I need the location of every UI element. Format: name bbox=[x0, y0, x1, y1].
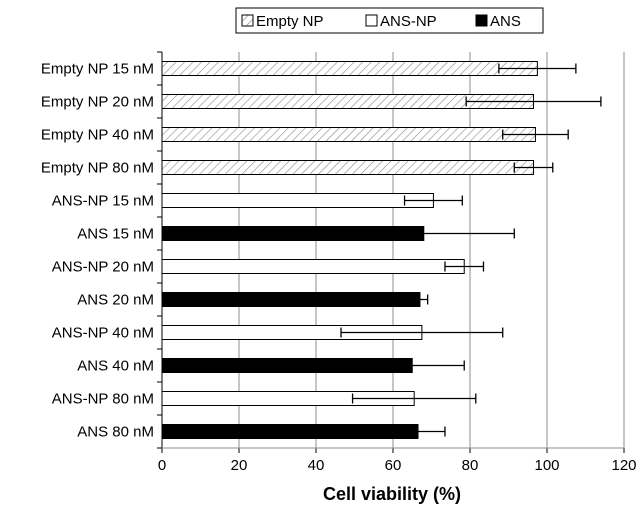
x-tick-label: 80 bbox=[462, 457, 479, 474]
x-tick-label: 40 bbox=[308, 457, 325, 474]
bar bbox=[161, 424, 419, 439]
legend-label: ANS-NP bbox=[380, 13, 437, 30]
category-label: Empty NP 80 nM bbox=[41, 160, 154, 177]
legend: Empty NP ANS-NP ANS bbox=[235, 7, 544, 34]
axes bbox=[157, 51, 625, 453]
legend-label: ANS bbox=[490, 13, 521, 30]
x-axis-title: Cell viability (%) bbox=[323, 484, 461, 504]
category-label: Empty NP 20 nM bbox=[41, 94, 154, 111]
category-label: Empty NP 40 nM bbox=[41, 127, 154, 144]
legend-box bbox=[235, 7, 544, 34]
legend-swatch bbox=[365, 14, 378, 27]
category-label: ANS-NP 40 nM bbox=[52, 325, 154, 342]
error-bars bbox=[332, 63, 602, 437]
x-tick-labels: 0 20 40 60 80 100 120 bbox=[158, 457, 637, 474]
bar bbox=[161, 193, 434, 208]
category-label: ANS 15 nM bbox=[77, 226, 154, 243]
category-labels: Empty NP 15 nM Empty NP 20 nM Empty NP 40 … bbox=[41, 61, 154, 441]
category-label: ANS-NP 80 nM bbox=[52, 391, 154, 408]
bar bbox=[161, 160, 535, 175]
category-label: ANS-NP 20 nM bbox=[52, 259, 154, 276]
grid-lines bbox=[238, 52, 625, 448]
x-tick-label: 100 bbox=[534, 457, 559, 474]
category-label: ANS-NP 15 nM bbox=[52, 193, 154, 210]
x-tick-label: 0 bbox=[158, 457, 166, 474]
bar bbox=[161, 259, 465, 274]
x-tick-label: 120 bbox=[611, 457, 636, 474]
category-label: ANS 40 nM bbox=[77, 358, 154, 375]
legend-swatch bbox=[475, 14, 488, 27]
bar bbox=[161, 292, 421, 307]
x-tick-label: 60 bbox=[385, 457, 402, 474]
bars bbox=[161, 61, 538, 439]
bar bbox=[161, 61, 538, 76]
legend-label: Empty NP bbox=[256, 13, 324, 30]
bar bbox=[161, 127, 536, 142]
category-label: ANS 20 nM bbox=[77, 292, 154, 309]
category-label: Empty NP 15 nM bbox=[41, 61, 154, 78]
x-tick-label: 20 bbox=[231, 457, 248, 474]
legend-swatch bbox=[241, 14, 254, 27]
category-label: ANS 80 nM bbox=[77, 424, 154, 441]
